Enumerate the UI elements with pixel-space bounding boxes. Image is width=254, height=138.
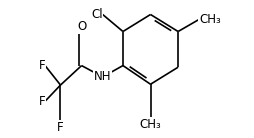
Text: F: F [57, 121, 64, 134]
Text: CH₃: CH₃ [140, 118, 161, 131]
Text: NH: NH [94, 70, 112, 83]
Text: Cl: Cl [91, 8, 103, 21]
Text: O: O [77, 20, 86, 33]
Text: CH₃: CH₃ [199, 13, 221, 26]
Text: F: F [38, 59, 45, 72]
Text: F: F [38, 95, 45, 108]
